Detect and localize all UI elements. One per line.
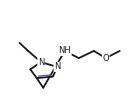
Text: N: N bbox=[54, 62, 60, 71]
Text: N: N bbox=[38, 58, 44, 67]
Text: O: O bbox=[102, 54, 109, 63]
Text: NH: NH bbox=[58, 46, 71, 55]
